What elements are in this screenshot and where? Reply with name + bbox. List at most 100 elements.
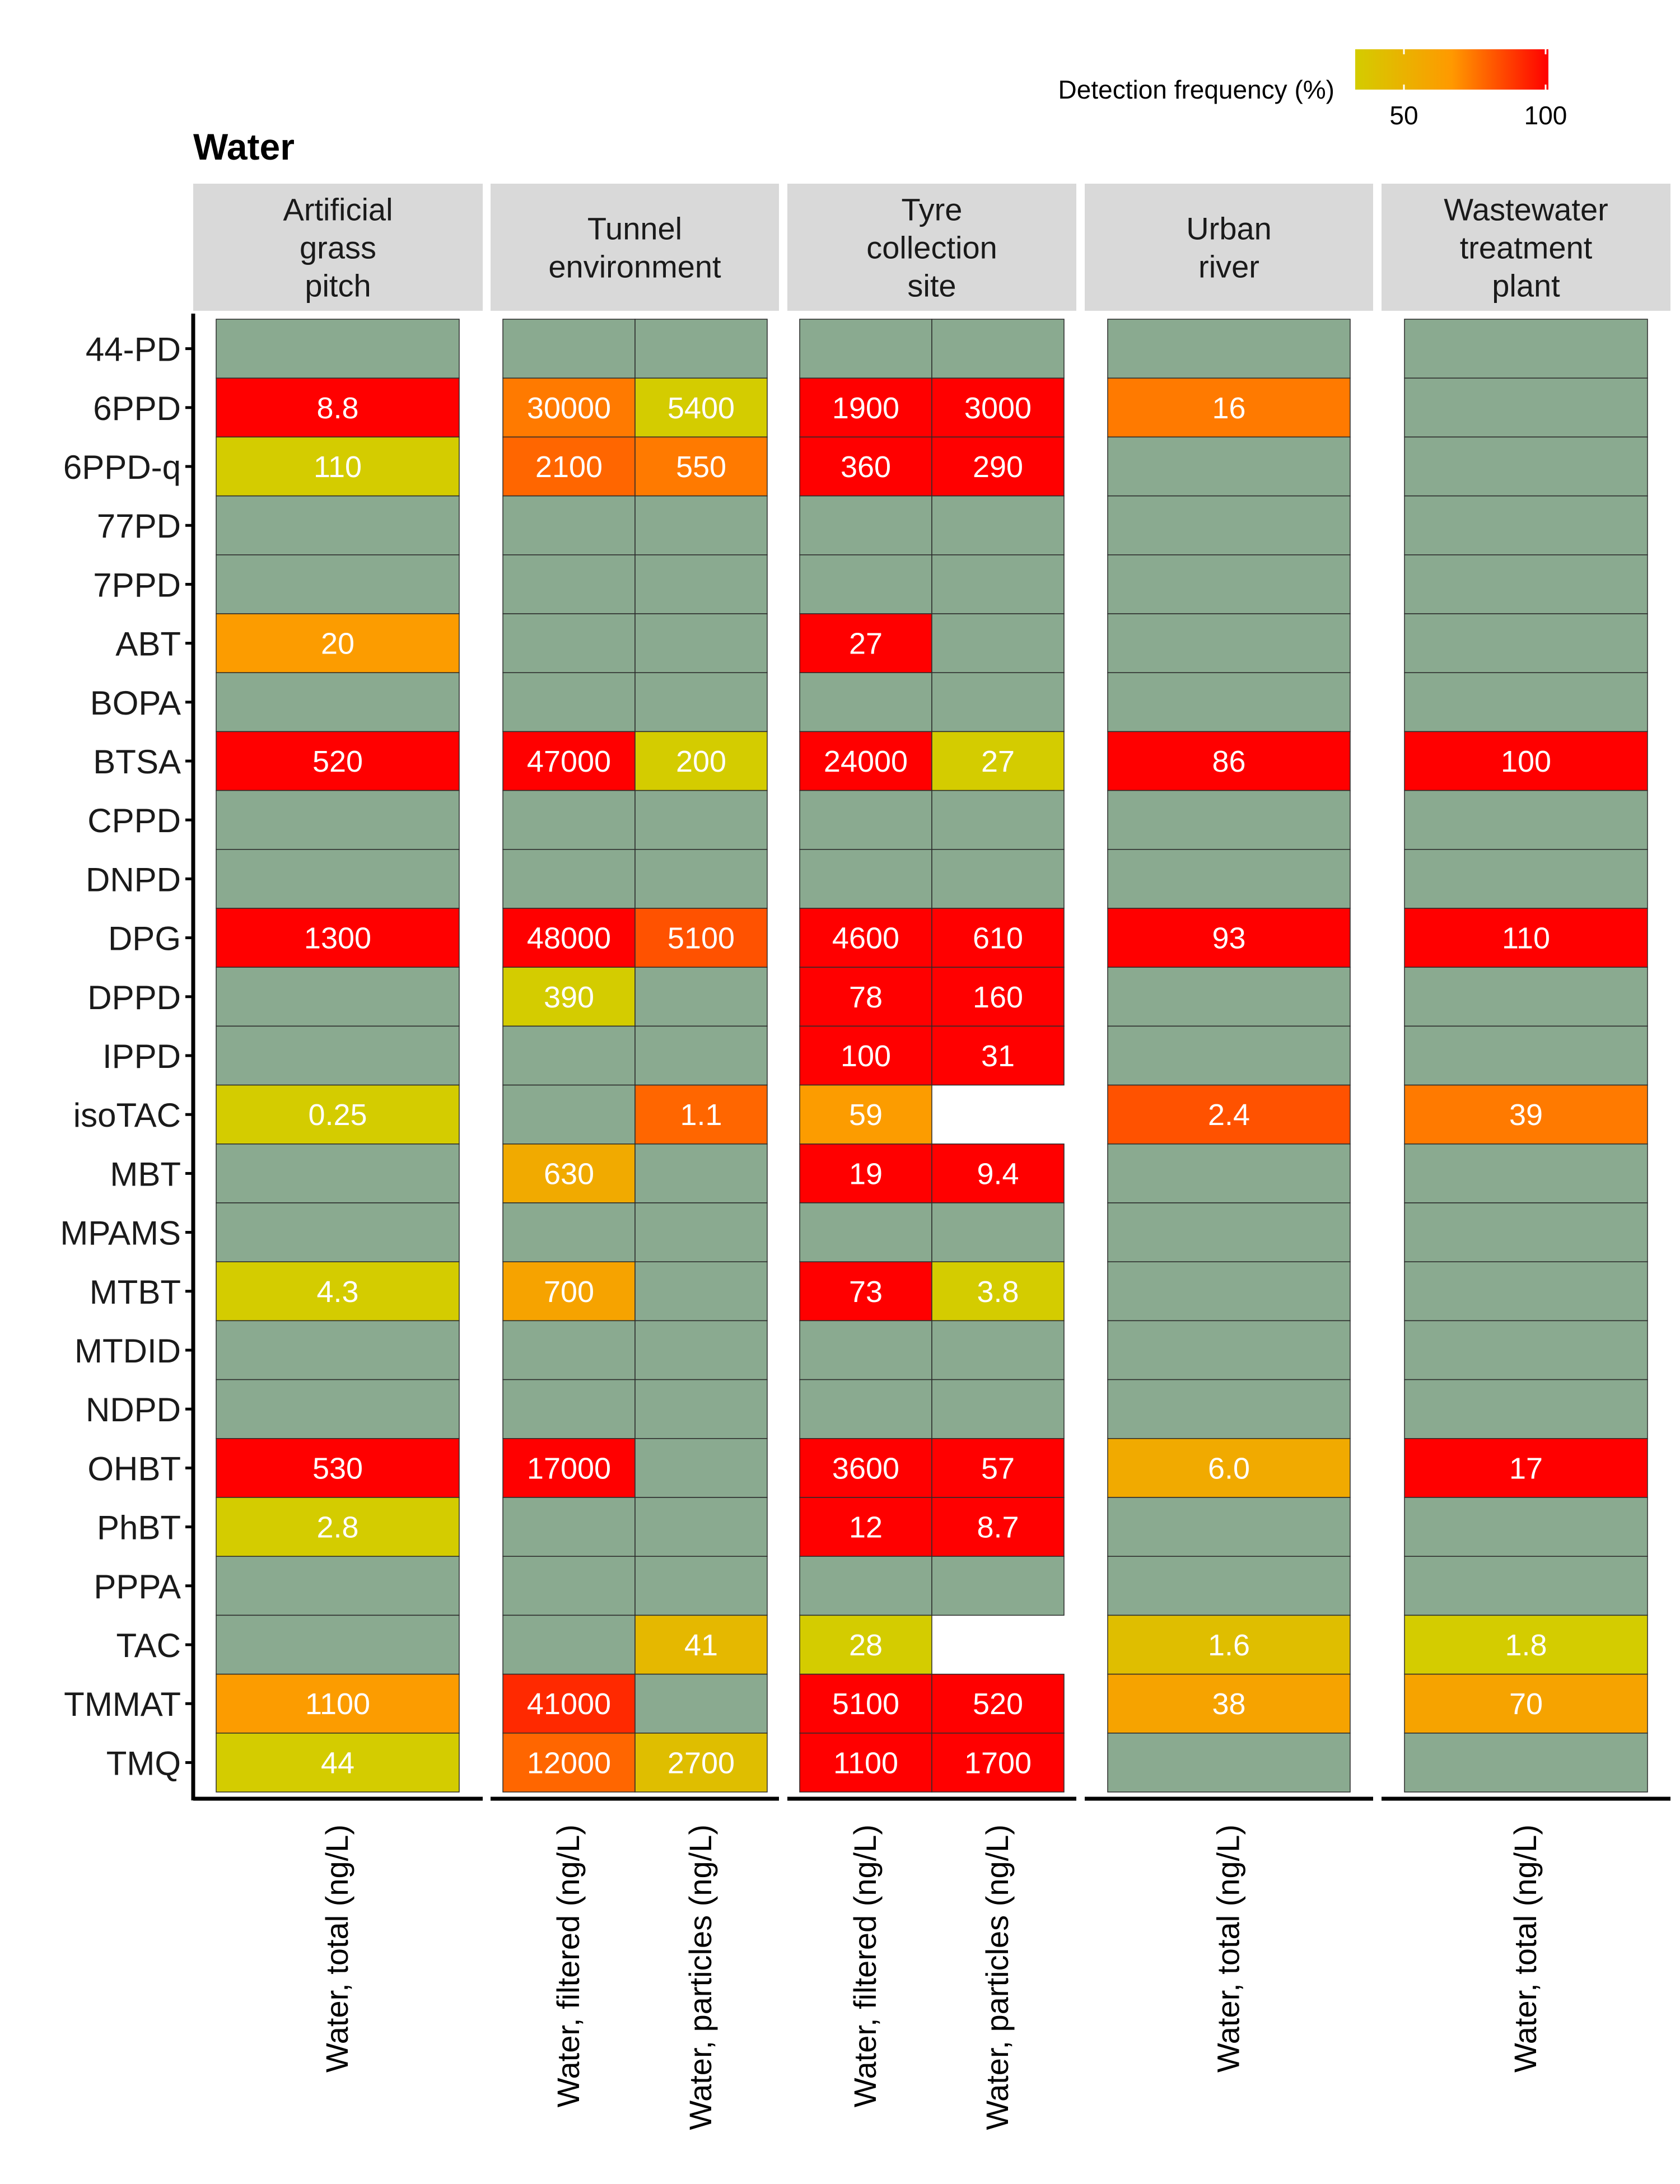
heatmap-cell xyxy=(216,436,460,497)
heatmap-cell xyxy=(1107,790,1351,850)
cell-value-label: 1.1 xyxy=(680,1098,722,1132)
heatmap-cell xyxy=(1107,319,1351,379)
heatmap-cell xyxy=(1404,319,1648,379)
heatmap-cell xyxy=(1107,436,1351,497)
heatmap-cell xyxy=(799,849,932,909)
heatmap-cell xyxy=(931,1202,1065,1262)
heatmap-cell xyxy=(1107,1202,1351,1262)
row-label: PPPA xyxy=(94,1568,181,1606)
heatmap-tiles: 8.8 110 20 520 1300 0.25 4.3 530 2.8 1100 44 30000 2… xyxy=(216,319,1648,1793)
column-label: Water, filtered (ng/L) xyxy=(550,1824,586,2107)
heatmap-cell xyxy=(1107,1556,1351,1616)
heatmap-cell xyxy=(1404,1025,1648,1086)
heatmap-cell xyxy=(1404,554,1648,614)
heatmap-cell xyxy=(1107,1673,1351,1734)
row-label: MTDID xyxy=(74,1332,181,1370)
heatmap-cell xyxy=(1107,1614,1351,1675)
heatmap-cell xyxy=(799,1084,932,1145)
column-label: Water, particles (ng/L) xyxy=(683,1824,718,2130)
heatmap-cell xyxy=(799,731,932,791)
heatmap-cell xyxy=(502,1084,636,1145)
cell-value-label: 57 xyxy=(981,1452,1015,1485)
heatmap-cell xyxy=(634,554,768,614)
heatmap-cell xyxy=(1404,672,1648,732)
heatmap-cell xyxy=(634,1144,768,1203)
heatmap-cell xyxy=(799,1733,932,1793)
row-label: NDPD xyxy=(86,1391,181,1429)
heatmap-cell xyxy=(502,319,636,379)
row-label: DNPD xyxy=(86,861,181,898)
cell-value-label: 520 xyxy=(312,745,363,778)
heatmap-cell xyxy=(1107,377,1351,438)
column-label: Water, total (ng/L) xyxy=(319,1824,354,2073)
cell-value-label: 2100 xyxy=(535,450,603,484)
heatmap-cell xyxy=(1107,1497,1351,1557)
cell-value-label: 110 xyxy=(1502,922,1550,955)
heatmap-cell xyxy=(1404,1202,1648,1262)
row-label: TAC xyxy=(116,1627,181,1664)
heatmap-cell xyxy=(502,1673,636,1734)
column-label: Water, particles (ng/L) xyxy=(979,1824,1015,2130)
facet-strip xyxy=(1085,184,1373,311)
heatmap-cell xyxy=(216,554,460,614)
cell-value-label: 41 xyxy=(684,1628,718,1662)
heatmap-cell xyxy=(634,377,768,438)
heatmap-cell xyxy=(216,1320,460,1380)
heatmap-cell xyxy=(799,554,932,614)
heatmap-cell xyxy=(216,1379,460,1439)
facet-strip-label: Artificial xyxy=(283,192,393,227)
heatmap-cell xyxy=(799,967,932,1027)
heatmap-cell xyxy=(1404,1438,1648,1498)
heatmap-cell xyxy=(502,436,636,497)
heatmap-cell xyxy=(1404,1320,1648,1380)
heatmap-cell xyxy=(1107,1025,1351,1086)
heatmap-cell xyxy=(931,1673,1065,1734)
heatmap-cell xyxy=(216,967,460,1027)
heatmap-cell xyxy=(502,672,636,732)
cell-value-label: 48000 xyxy=(527,922,611,955)
cell-value-label: 8.8 xyxy=(316,391,358,425)
cell-value-label: 38 xyxy=(1212,1687,1245,1721)
facet-strip-label: collection xyxy=(866,230,997,265)
row-label: CPPD xyxy=(87,802,181,839)
heatmap-cell xyxy=(799,790,932,850)
facet-strip-label: pitch xyxy=(305,268,371,304)
heatmap-cell xyxy=(1404,731,1648,791)
heatmap-cell xyxy=(931,1733,1065,1793)
heatmap-cell xyxy=(1107,495,1351,556)
cell-value-label: 100 xyxy=(841,1039,891,1073)
cell-value-label: 3000 xyxy=(964,391,1032,425)
heatmap-cell xyxy=(799,495,932,556)
heatmap-cell xyxy=(634,731,768,791)
heatmap-cell xyxy=(1107,672,1351,732)
heatmap-cell xyxy=(931,1556,1065,1616)
cell-value-label: 5400 xyxy=(668,391,735,425)
cell-value-label: 73 xyxy=(849,1275,883,1309)
row-label: DPG xyxy=(108,920,181,958)
heatmap-cell xyxy=(634,908,768,968)
heatmap-cell xyxy=(502,1438,636,1498)
heatmap-cell xyxy=(931,967,1065,1027)
heatmap-cell xyxy=(1107,554,1351,614)
cell-value-label: 4.3 xyxy=(316,1275,358,1309)
row-label: MBT xyxy=(110,1155,181,1193)
heatmap-cell xyxy=(502,613,636,673)
facet-strip-label: Urban xyxy=(1186,211,1272,246)
heatmap-cell xyxy=(502,1202,636,1262)
heatmap-cell xyxy=(1107,849,1351,909)
cell-value-label: 360 xyxy=(841,450,891,484)
cell-value-label: 2.4 xyxy=(1208,1098,1250,1132)
heatmap-cell xyxy=(216,1673,460,1734)
heatmap-cell xyxy=(799,1379,932,1439)
column-label: Water, total (ng/L) xyxy=(1508,1824,1543,2073)
heatmap-cell xyxy=(216,908,460,968)
row-label: 44-PD xyxy=(86,331,181,368)
cell-value-label: 41000 xyxy=(527,1687,611,1721)
heatmap-cell xyxy=(1404,1556,1648,1616)
cell-value-label: 27 xyxy=(849,627,883,661)
cell-value-label: 160 xyxy=(973,981,1023,1014)
heatmap-cell xyxy=(931,1320,1065,1380)
heatmap-cell xyxy=(931,1438,1065,1498)
heatmap-cell xyxy=(502,1379,636,1439)
cell-value-label: 1100 xyxy=(305,1687,370,1721)
